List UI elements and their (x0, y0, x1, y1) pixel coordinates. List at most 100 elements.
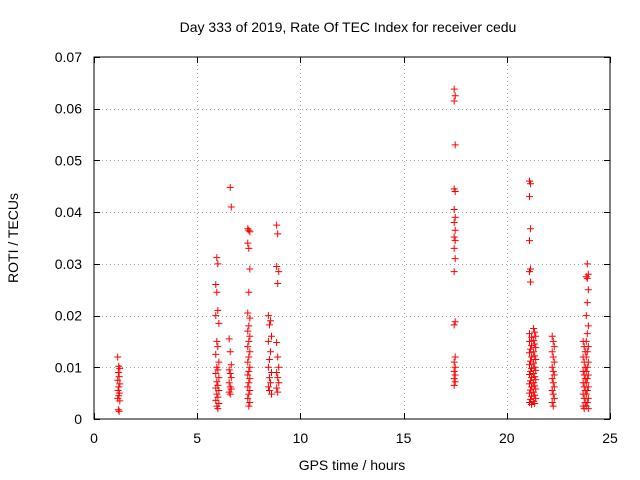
data-point-plus (584, 405, 592, 413)
data-point-plus (450, 375, 458, 383)
data-point-plus (244, 358, 252, 366)
data-point-plus (244, 343, 252, 351)
data-point-plus (583, 260, 591, 268)
data-point-plus (450, 367, 458, 375)
data-point-plus (528, 392, 536, 400)
data-point-plus (245, 337, 253, 345)
data-point-plus (246, 348, 254, 356)
data-point-plus (265, 374, 273, 382)
data-point-plus (212, 281, 220, 289)
data-point-plus (530, 379, 538, 387)
data-point-plus (526, 268, 534, 276)
y-tick-label: 0.02 (55, 308, 82, 324)
data-point-plus (274, 374, 282, 382)
grid (94, 57, 610, 419)
data-points (114, 85, 592, 415)
data-point-plus (530, 388, 538, 396)
data-point-plus (274, 280, 282, 288)
data-point-plus (530, 348, 538, 356)
data-point-plus (213, 288, 221, 296)
data-point-plus (273, 368, 281, 376)
data-point-plus (273, 262, 281, 270)
data-point-plus (245, 367, 253, 375)
x-tick-label: 15 (396, 430, 412, 446)
data-point-plus (213, 337, 221, 345)
data-point-plus (584, 358, 592, 366)
data-point-plus (549, 390, 557, 398)
data-point-plus (268, 390, 276, 398)
data-point-plus (548, 375, 556, 383)
data-point-plus (246, 314, 254, 322)
data-point-plus (116, 397, 124, 405)
data-point-plus (450, 85, 458, 93)
data-point-plus (266, 379, 274, 387)
data-point-plus (582, 379, 590, 387)
data-point-plus (246, 363, 254, 371)
data-point-plus (451, 353, 459, 361)
data-point-plus (583, 398, 591, 406)
data-point-plus (115, 383, 123, 391)
data-point-plus (450, 244, 458, 252)
data-point-plus (528, 364, 536, 372)
data-point-plus (450, 218, 458, 226)
data-point-plus (531, 391, 539, 399)
data-point-plus (530, 325, 538, 332)
data-point-plus (215, 374, 223, 382)
data-point-plus (116, 364, 124, 372)
data-point-plus (583, 348, 591, 356)
data-point-plus (549, 353, 557, 361)
data-point-plus (530, 336, 538, 344)
data-point-plus (450, 268, 458, 276)
data-point-plus (227, 374, 235, 382)
data-point-plus (214, 366, 222, 374)
data-point-plus (264, 337, 272, 345)
data-point-plus (245, 288, 253, 296)
x-tick-label: 5 (193, 430, 201, 446)
data-point-plus (451, 255, 459, 263)
data-point-plus (451, 187, 459, 195)
data-point-plus (275, 379, 283, 387)
data-point-plus (550, 358, 558, 366)
data-point-plus (214, 306, 222, 314)
data-point-plus (114, 368, 122, 376)
data-point-plus (532, 344, 540, 352)
data-point-plus (115, 373, 123, 381)
data-point-plus (532, 356, 540, 364)
data-point-plus (528, 374, 536, 382)
data-point-plus (531, 399, 539, 407)
data-point-plus (275, 363, 283, 371)
data-point-plus (245, 379, 253, 387)
data-point-plus (531, 373, 539, 381)
y-tick-label: 0.05 (55, 152, 82, 168)
data-point-plus (451, 371, 459, 379)
data-point-plus (531, 328, 539, 336)
data-point-plus (246, 398, 254, 406)
data-point-plus (274, 388, 282, 396)
data-point-plus (526, 361, 534, 369)
x-tick-label: 10 (293, 430, 309, 446)
data-point-plus (584, 383, 592, 391)
data-point-plus (582, 367, 590, 375)
data-point-plus (225, 335, 233, 343)
data-point-plus (227, 361, 235, 369)
data-point-plus (550, 394, 558, 402)
data-point-plus (265, 356, 273, 364)
chart-title: Day 333 of 2019, Rate Of TEC Index for r… (180, 19, 517, 35)
data-point-plus (227, 203, 235, 211)
data-point-plus (548, 387, 556, 395)
y-tick-label: 0.04 (55, 204, 82, 220)
y-tick-label: 0 (74, 411, 82, 427)
data-point-plus (582, 353, 590, 361)
data-point-plus (526, 193, 534, 201)
data-point-plus (530, 359, 538, 367)
data-point-plus (526, 330, 534, 338)
x-tick-label: 0 (90, 430, 98, 446)
data-point-plus (215, 319, 223, 327)
data-point-plus (531, 340, 539, 348)
data-point-plus (244, 383, 252, 391)
x-axis-label: GPS time / hours (299, 457, 406, 473)
data-point-plus (528, 353, 536, 361)
data-point-plus (451, 318, 459, 326)
data-point-plus (225, 366, 233, 374)
data-point-plus (583, 330, 591, 338)
